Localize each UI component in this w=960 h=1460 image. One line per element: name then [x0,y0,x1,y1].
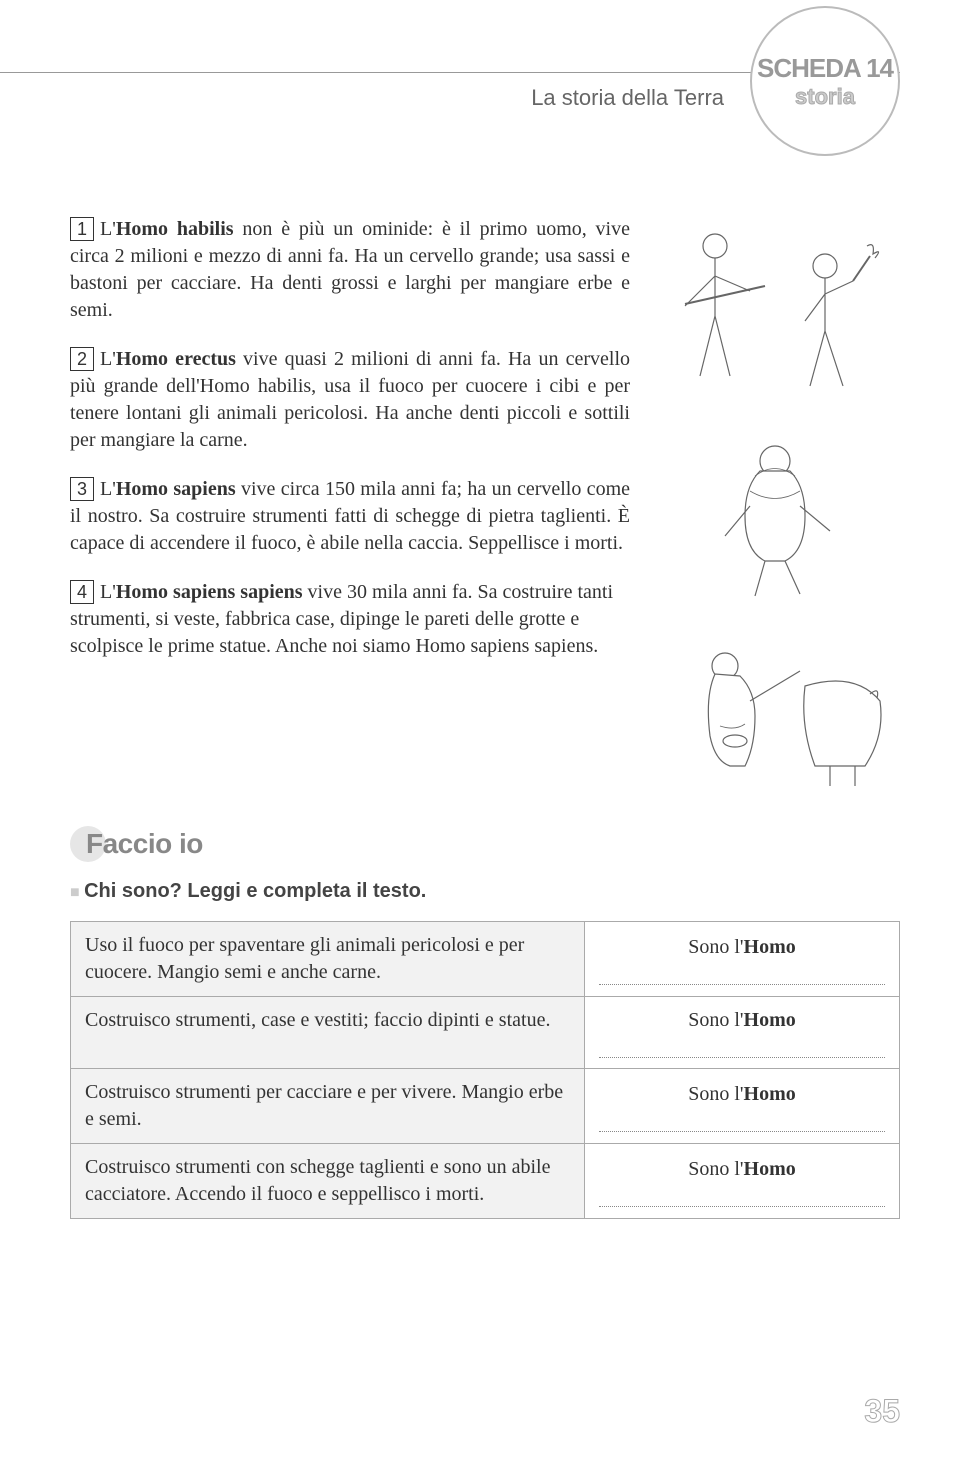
numbox-2: 2 [70,347,94,371]
answer-prefix: Sono l' [688,1009,743,1031]
numbox-1: 1 [70,217,94,241]
numbox-4: 4 [70,580,94,604]
answer-bold: Homo [744,1158,796,1180]
answer-blank-line[interactable] [599,967,885,985]
paragraph-2: 2L'Homo erectus vive quasi 2 milioni di … [70,346,630,454]
chapter-title: La storia della Terra [521,85,734,111]
answer-bold: Homo [744,1083,796,1105]
para1-text: L'Homo habilis non è più un ominide: è i… [70,218,630,321]
exercise-clue: Costruisco strumenti, case e vestiti; fa… [71,997,585,1069]
exercise-answer-cell[interactable]: Sono l'Homo [584,1144,899,1219]
exercise-row: Uso il fuoco per spaventare gli animali … [71,922,900,997]
numbox-3: 3 [70,477,94,501]
faccio-io-heading: Faccio io [70,826,900,862]
text-column: 1L'Homo habilis non è più un ominide: è … [70,216,630,806]
paragraph-1: 1L'Homo habilis non è più un ominide: è … [70,216,630,324]
exercise-instruction: Chi sono? Leggi e completa il testo. [70,880,900,903]
answer-blank-line[interactable] [599,1189,885,1207]
answer-prefix: Sono l' [688,1083,743,1105]
illustration-column [650,216,900,806]
paragraph-4: 4L'Homo sapiens sapiens vive 30 mila ann… [70,579,630,660]
badge-sub: storia [795,84,855,110]
answer-prefix: Sono l' [688,1158,743,1180]
badge-main: SCHEDA 14 [757,53,893,84]
answer-blank-line[interactable] [599,1114,885,1132]
faccio-title: Faccio io [86,828,203,860]
answer-bold: Homo [744,936,796,958]
exercise-row: Costruisco strumenti, case e vestiti; fa… [71,997,900,1069]
answer-prefix: Sono l' [688,936,743,958]
page-number: 35 [864,1393,900,1430]
exercise-clue: Uso il fuoco per spaventare gli animali … [71,922,585,997]
answer-blank-line[interactable] [599,1040,885,1058]
paragraph-3: 3L'Homo sapiens vive circa 150 mila anni… [70,476,630,557]
para2-text: L'Homo erectus vive quasi 2 milioni di a… [70,348,630,451]
para4-text: L'Homo sapiens sapiens vive 30 mila anni… [70,581,613,657]
illus-habilis-erectus [655,216,895,406]
exercise-table: Uso il fuoco per spaventare gli animali … [70,921,900,1219]
exercise-clue: Costruisco strumenti per cacciare e per … [71,1069,585,1144]
answer-bold: Homo [744,1009,796,1031]
page-header: La storia della Terra SCHEDA 14 storia [70,40,900,156]
exercise-row: Costruisco strumenti per cacciare e per … [71,1069,900,1144]
exercise-answer-cell[interactable]: Sono l'Homo [584,922,899,997]
exercise-clue: Costruisco strumenti con schegge taglien… [71,1144,585,1219]
exercise-answer-cell[interactable]: Sono l'Homo [584,1069,899,1144]
illus-sapiens [655,416,895,606]
content-row: 1L'Homo habilis non è più un ominide: è … [70,216,900,806]
illus-sapiens-sapiens [655,616,895,806]
exercise-answer-cell[interactable]: Sono l'Homo [584,997,899,1069]
exercise-row: Costruisco strumenti con schegge taglien… [71,1144,900,1219]
para3-text: L'Homo sapiens vive circa 150 mila anni … [70,478,630,554]
scheda-badge: SCHEDA 14 storia [750,6,900,156]
